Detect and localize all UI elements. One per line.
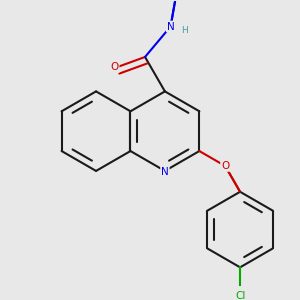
Text: N: N [167, 22, 175, 32]
Text: N: N [161, 167, 169, 177]
Text: O: O [221, 161, 229, 171]
Text: H: H [181, 26, 188, 35]
Text: Cl: Cl [235, 291, 245, 300]
Text: O: O [110, 62, 118, 72]
